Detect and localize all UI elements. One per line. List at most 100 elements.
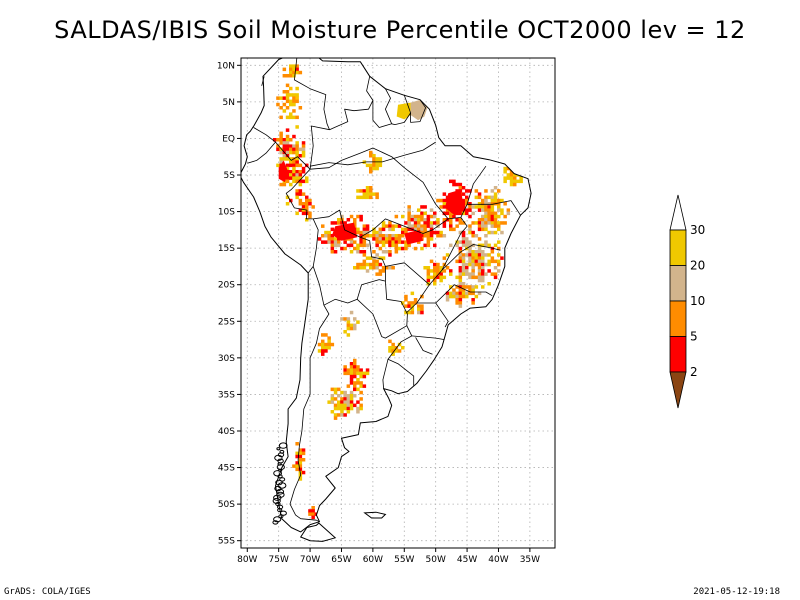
- shade-cell: [484, 189, 488, 193]
- shade-cell: [477, 192, 482, 196]
- shade-cell: [346, 368, 351, 372]
- shade-cell: [369, 195, 373, 200]
- shade-cell: [381, 256, 386, 260]
- shade-cell: [487, 218, 491, 222]
- shade-cell: [407, 205, 411, 209]
- shade-cell: [401, 230, 405, 235]
- shade-cell: [458, 211, 463, 216]
- shade-cell: [381, 227, 386, 232]
- shade-cell: [391, 227, 395, 232]
- shade-cell: [295, 211, 299, 216]
- shade-cell: [407, 224, 411, 228]
- shade-cell: [381, 250, 386, 254]
- shade-cell: [407, 211, 411, 216]
- shade-cell: [429, 230, 434, 235]
- shade-cell: [452, 294, 456, 299]
- shade-cell: [343, 221, 347, 225]
- shade-cell: [356, 378, 360, 382]
- shade-cell: [413, 227, 418, 232]
- shade-cell: [455, 224, 459, 228]
- shade-cell: [484, 227, 488, 232]
- shade-cell: [353, 384, 357, 388]
- shade-cell: [397, 246, 402, 251]
- shade-cell: [285, 195, 290, 200]
- shade-cell: [301, 448, 306, 452]
- shade-cell: [484, 218, 488, 222]
- shade-cell: [298, 458, 303, 462]
- shade-cell: [404, 246, 408, 251]
- shade-cell: [468, 205, 472, 209]
- shade-cell: [324, 333, 328, 337]
- shade-cell: [337, 243, 341, 248]
- shade-cell: [426, 214, 431, 219]
- shade-cell: [298, 451, 303, 456]
- shade-cell: [298, 461, 303, 465]
- shade-cell: [369, 192, 373, 196]
- shade-cell: [295, 99, 299, 104]
- shade-cell: [285, 166, 290, 171]
- shade-cell: [282, 102, 287, 107]
- shade-cell: [330, 387, 335, 392]
- shade-cell: [282, 74, 287, 78]
- shade-cell: [295, 170, 299, 174]
- shade-cell: [285, 74, 290, 78]
- shade-cell: [436, 230, 440, 235]
- shade-cell: [503, 202, 507, 206]
- shade-cell: [372, 192, 376, 196]
- shade-cell: [481, 272, 485, 276]
- shade-cell: [458, 240, 463, 244]
- shade-cell: [381, 269, 386, 273]
- shade-cell: [420, 294, 424, 299]
- shade-cell: [295, 64, 299, 68]
- shade-cell: [289, 70, 293, 75]
- shade-cell: [477, 291, 482, 296]
- shade-cell: [295, 179, 299, 184]
- shade-cell: [477, 278, 482, 283]
- shade-cell: [474, 250, 479, 254]
- shade-cell: [343, 403, 347, 408]
- shade-cell: [417, 214, 421, 219]
- shade-cell: [279, 106, 283, 110]
- shade-cell: [442, 269, 447, 273]
- shade-cell: [295, 163, 299, 168]
- shade-cell: [285, 150, 290, 155]
- shade-cell: [295, 154, 299, 158]
- shade-cell: [295, 461, 299, 465]
- shade-cell: [452, 179, 456, 184]
- shade-cell: [349, 362, 354, 366]
- shade-cell: [407, 221, 411, 225]
- shade-cell: [493, 259, 498, 264]
- shade-cell: [445, 253, 450, 257]
- shade-cell: [321, 349, 325, 353]
- shade-cell: [353, 266, 357, 270]
- shade-cell: [481, 266, 485, 270]
- shade-cell: [439, 278, 443, 283]
- shade-cell: [452, 182, 456, 187]
- shade-cell: [401, 214, 405, 219]
- shade-cell: [375, 259, 379, 264]
- shade-cell: [356, 381, 360, 385]
- shade-cell: [346, 403, 351, 408]
- shade-cell: [436, 272, 440, 276]
- shade-cell: [458, 294, 463, 299]
- shade-cell: [292, 173, 296, 177]
- shade-cell: [497, 262, 501, 267]
- shade-cell: [330, 221, 335, 225]
- shade-cell: [365, 371, 370, 376]
- shade-cell: [330, 246, 335, 251]
- shade-cell: [481, 205, 485, 209]
- shade-cell: [295, 96, 299, 100]
- shade-cell: [349, 310, 354, 315]
- shade-cell: [276, 96, 280, 100]
- shade-cell: [311, 205, 315, 209]
- shade-cell: [375, 272, 379, 276]
- shade-cell: [330, 237, 335, 241]
- shade-cell: [407, 218, 411, 222]
- shade-cell: [324, 234, 328, 238]
- shade-cell: [301, 170, 306, 174]
- shade-cell: [461, 259, 466, 264]
- shade-cell: [298, 173, 303, 177]
- shade-cell: [426, 218, 431, 222]
- shade-cell: [282, 109, 287, 113]
- shade-cell: [385, 237, 389, 241]
